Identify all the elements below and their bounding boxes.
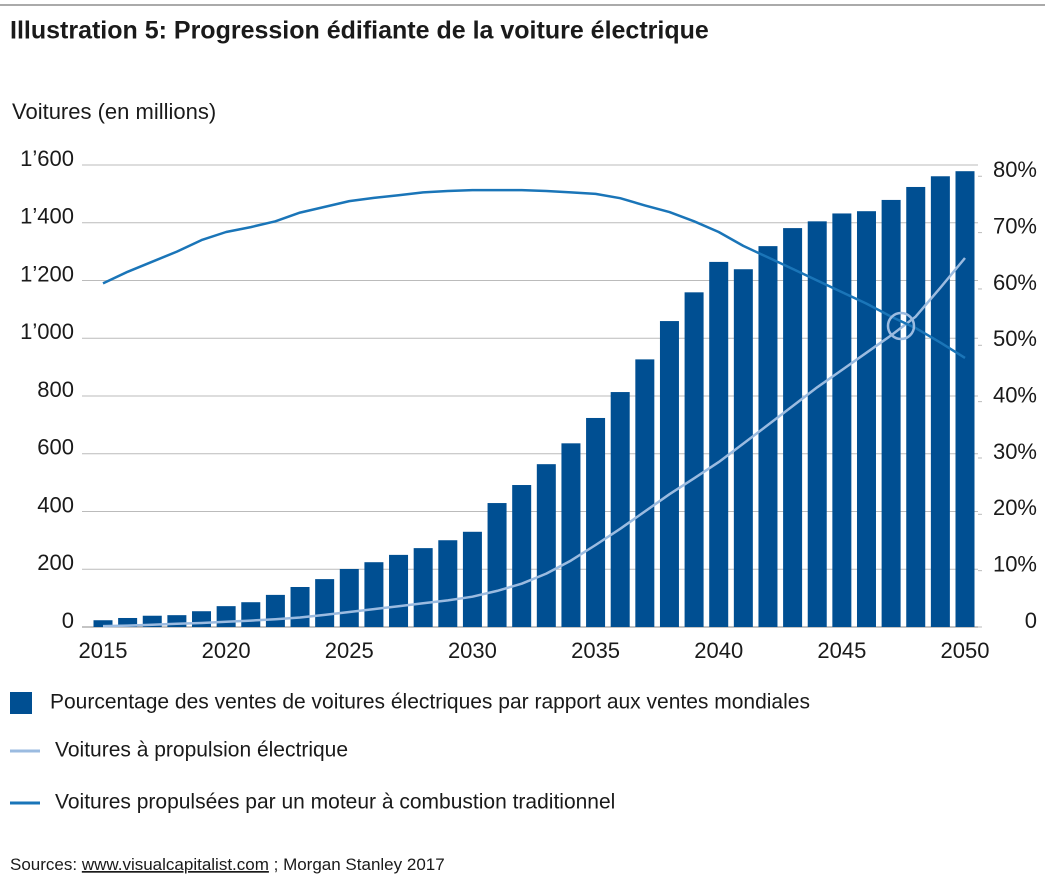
bar [832,213,852,627]
y2-tick-label: 50% [993,326,1037,351]
source-rest: ; Morgan Stanley 2017 [274,855,445,874]
x-tick-label: 2045 [817,638,866,663]
legend-label: Voitures à propulsion électrique [55,739,348,762]
bar [635,359,655,627]
bar [438,540,458,627]
bar [733,269,753,627]
legend-label: Pourcentage des ventes de voitures élect… [50,691,810,714]
bar [536,464,556,627]
bar [659,321,679,627]
bar [906,186,926,627]
x-tick-label: 2020 [202,638,251,663]
x-tick-label: 2050 [941,638,990,663]
bar [339,568,359,627]
y-tick-label: 1’600 [20,146,74,171]
y-tick-label: 0 [62,608,74,633]
chart-title: Illustration 5: Progression édifiante de… [10,17,709,45]
bar [241,602,261,627]
bar [315,579,335,627]
bar [167,615,187,627]
bar [142,615,162,627]
intersection-highlight [886,311,916,341]
y-tick-label: 200 [37,550,74,575]
bar [930,176,950,627]
source-label: Sources: [10,855,77,874]
bar [807,221,827,627]
bar [118,617,138,627]
bar [192,611,212,627]
source-link[interactable]: www.visualcapitalist.com [81,855,269,874]
bar [389,554,409,627]
y2-tick-label: 30% [993,439,1037,464]
bar [709,261,729,627]
y2-tick-label: 10% [993,551,1037,576]
bar [93,620,113,627]
bar [610,392,630,627]
y-tick-label: 1’400 [20,204,74,229]
bar [881,199,901,627]
y2-tick-label: 60% [993,270,1037,295]
x-tick-label: 2030 [448,638,497,663]
line [102,257,966,628]
source: Sources: www.visualcapitalist.com ; Morg… [10,855,445,874]
bar [856,211,876,627]
y-tick-label: 800 [37,377,74,402]
bar [413,548,433,627]
legend-swatch [10,692,32,714]
bar [783,228,803,628]
y2-tick-label: 0 [1025,608,1037,633]
bar [758,246,778,627]
line [102,188,966,359]
y-tick-label: 1’200 [20,261,74,286]
bar [684,292,704,627]
y-axis-label: Voitures (en millions) [12,99,216,124]
x-tick-label: 2035 [571,638,620,663]
y2-tick-label: 70% [993,213,1037,238]
legend: Pourcentage des ventes de voitures élect… [10,691,810,814]
bar [462,531,482,627]
y2-tick-label: 80% [993,157,1037,182]
bar [216,606,236,627]
bar [265,594,285,627]
bar [290,586,310,627]
x-tick-label: 2015 [79,638,128,663]
y-tick-label: 1’000 [20,319,74,344]
y-tick-label: 400 [37,492,74,517]
x-tick-label: 2040 [694,638,743,663]
y-tick-label: 600 [37,435,74,460]
bar [955,171,975,627]
y2-tick-label: 20% [993,495,1037,520]
bar [364,562,384,627]
legend-label: Voitures propulsées par un moteur à comb… [55,791,615,814]
plot-area: 0 200 400 600 800 1’000 1’200 1’400 1’600 0 10% 20%… [20,146,1037,663]
bar [512,485,532,627]
bar [487,503,507,627]
bar [586,417,606,627]
y2-tick-label: 40% [993,382,1037,407]
x-tick-label: 2025 [325,638,374,663]
bar [561,443,581,627]
